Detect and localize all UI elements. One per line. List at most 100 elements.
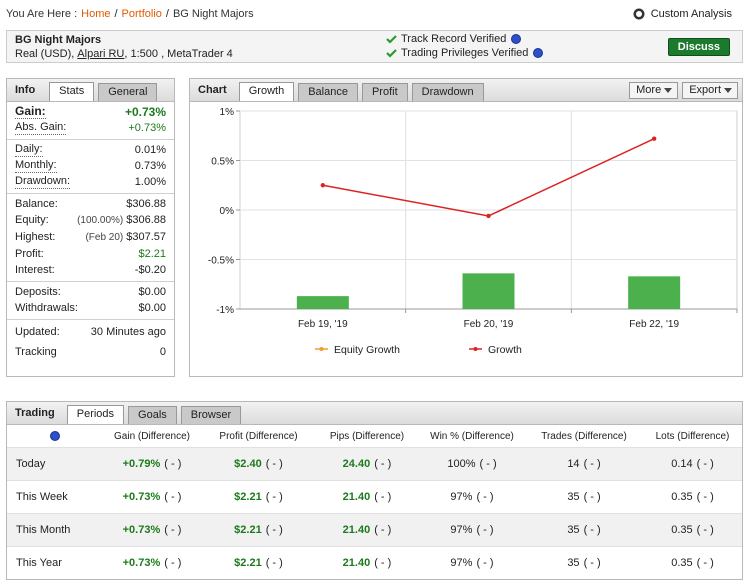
data-row: This Year +0.73%( - ) $2.21( - ) 21.40( - )… (7, 546, 742, 579)
cell-value: +0.73% (122, 557, 161, 569)
row-label: Today (7, 447, 102, 481)
info-value-text: +0.73% (124, 105, 166, 119)
cell-value: 100% (447, 458, 476, 470)
cell-difference: ( - ) (265, 524, 283, 536)
info-value-text: -$0.20 (134, 264, 166, 276)
info-row: Updated: 30 Minutes ago (15, 324, 166, 340)
info-tab[interactable]: General (98, 83, 158, 101)
info-row: Equity: (100.00%) $306.88 (15, 212, 166, 229)
custom-analysis-label[interactable]: Custom Analysis (650, 8, 732, 20)
info-row: Gain: +0.73% (15, 104, 166, 120)
cell: 35( - ) (525, 513, 643, 547)
info-tab[interactable]: Stats (49, 82, 95, 101)
chart-tab[interactable]: Growth (238, 82, 295, 101)
cell-value: 97% (450, 524, 473, 536)
check-icon (386, 48, 397, 58)
cell: 97%( - ) (419, 513, 525, 547)
chart-menu[interactable]: More (629, 82, 679, 99)
trading-tab[interactable]: Browser (180, 406, 242, 424)
cell-value: $2.21 (234, 524, 262, 536)
trading-header: Trading Periods Goals Browser (7, 402, 742, 425)
chart-menu[interactable]: Export (682, 82, 738, 99)
breadcrumb-prefix: You Are Here : (6, 8, 78, 20)
cell-value: +0.79% (122, 458, 161, 470)
info-value-text: $0.00 (138, 286, 166, 298)
cell-difference: ( - ) (476, 524, 494, 536)
info-value: $0.00 (138, 300, 166, 316)
verification-label: Track Record Verified (401, 33, 507, 45)
breadcrumb-link[interactable]: Portfolio (121, 8, 162, 20)
cell-difference: ( - ) (479, 458, 497, 470)
cell-difference: ( - ) (374, 557, 392, 569)
info-value-text: 1.00% (134, 176, 166, 188)
info-row: Withdrawals: $0.00 (15, 300, 166, 316)
cell: +0.73%( - ) (102, 513, 202, 547)
cell-value: 0.14 (671, 458, 693, 470)
cell: $2.40( - ) (202, 447, 315, 481)
breadcrumb-link[interactable]: Home (81, 8, 111, 20)
info-value-text: 0.73% (134, 160, 166, 172)
cell-value: 24.40 (342, 458, 371, 470)
trading-tab[interactable]: Periods (66, 405, 125, 424)
account-broker[interactable]: Alpari RU (77, 48, 125, 60)
cell-difference: ( - ) (164, 458, 182, 470)
bar (628, 276, 681, 309)
info-label: Abs. Gain: (15, 121, 67, 135)
cell: 24.40( - ) (315, 447, 419, 481)
cell: 0.35( - ) (643, 480, 742, 514)
account-name: BG Night Majors (15, 34, 102, 46)
account-type: Real (USD), (15, 48, 75, 60)
check-path (386, 48, 397, 58)
breadcrumb-separator: / (114, 8, 118, 20)
info-header: Info Stats General (7, 79, 174, 102)
trading-panel: Trading Periods Goals Browser Gain (Differen… (6, 401, 743, 580)
x-tick-label: Feb 20, '19 (464, 319, 514, 330)
line-point (320, 183, 326, 188)
info-value: (100.00%) $306.88 (77, 212, 166, 229)
info-row: Deposits: $0.00 (15, 284, 166, 300)
cell: 97%( - ) (419, 546, 525, 579)
info-group: Daily: 0.01% Monthly: 0.73% Drawdown: 1.00% (7, 140, 174, 194)
cell-value: 0.35 (671, 524, 693, 536)
chart-tab[interactable]: Profit (361, 83, 408, 101)
cell: 97%( - ) (419, 480, 525, 514)
info-group: Deposits: $0.00 Withdrawals: $0.00 (7, 282, 174, 320)
cell-difference: ( - ) (476, 557, 494, 569)
cell: 21.40( - ) (315, 513, 419, 547)
info-value: 0.01% (135, 142, 166, 158)
cell-value: 0.35 (671, 557, 693, 569)
account-header: BG Night Majors Real (USD), Alpari RU, 1:5… (6, 30, 743, 63)
info-label: Monthly: (15, 159, 57, 173)
info-value: $306.88 (126, 196, 166, 212)
check-icon (386, 34, 397, 44)
breadcrumb-current: BG Night Majors (172, 8, 254, 20)
cell: 100%( - ) (419, 447, 525, 481)
info-icon (533, 48, 544, 58)
row-label: This Month (7, 513, 102, 547)
x-tick-label: Feb 19, '19 (298, 319, 348, 330)
info-value-text: $0.00 (138, 302, 166, 314)
info-label: Balance: (15, 198, 58, 210)
info-value-text: 0.01% (134, 144, 166, 156)
cell-difference: ( - ) (696, 458, 714, 470)
y-tick-label: 1% (220, 107, 235, 118)
y-tick-label: -1% (216, 305, 234, 316)
chart-tab[interactable]: Balance (298, 83, 358, 101)
breadcrumb-separator: / (165, 8, 169, 20)
info-value: 0.73% (135, 158, 166, 174)
cell: 35( - ) (525, 546, 643, 579)
discuss-button[interactable]: Discuss (667, 38, 730, 56)
info-value: +0.73% (128, 120, 166, 136)
cell: 21.40( - ) (315, 480, 419, 514)
info-group: Balance: $306.88 Equity: (100.00%) $306.88 Hi… (7, 194, 174, 282)
trading-table: Gain (Difference) Profit (Difference) Pips… (7, 425, 742, 579)
chart-title: Chart (198, 84, 227, 96)
trading-tab[interactable]: Goals (128, 406, 177, 424)
info-label: Withdrawals: (15, 302, 78, 314)
verification: Track Record Verified (386, 33, 522, 45)
chart-tab[interactable]: Drawdown (411, 83, 484, 101)
cell-difference: ( - ) (696, 557, 714, 569)
legend-label: Growth (488, 344, 522, 356)
column-header: Win % (Difference) (430, 430, 514, 442)
custom-analysis[interactable]: Custom Analysis (633, 8, 732, 20)
